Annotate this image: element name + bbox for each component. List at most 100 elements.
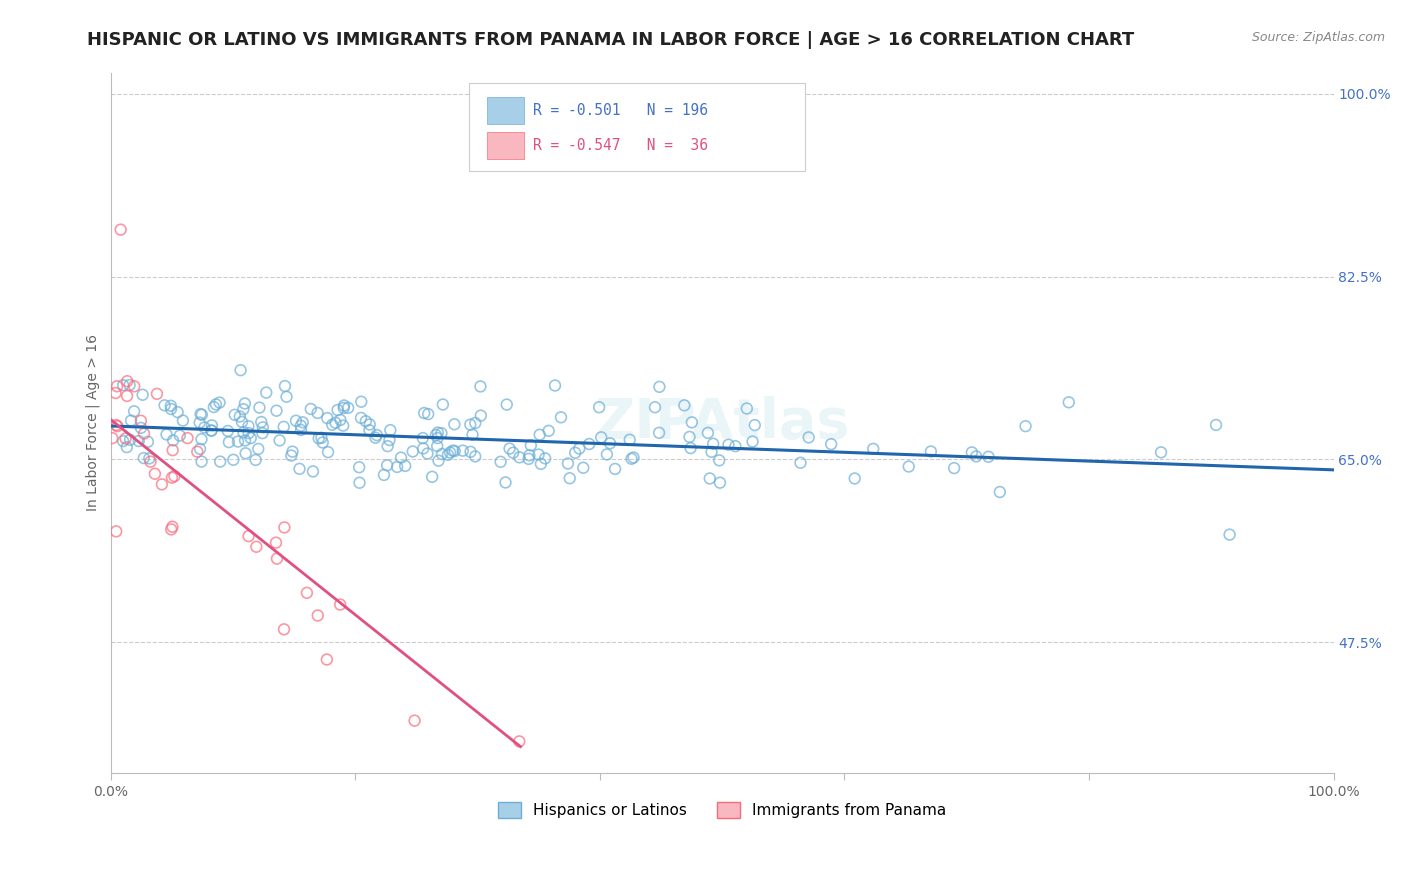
Point <box>557 457 579 471</box>
Point <box>276 390 298 404</box>
Point <box>186 444 208 458</box>
Point <box>596 447 619 461</box>
Point <box>252 426 274 441</box>
Point <box>699 471 721 485</box>
Point <box>412 431 434 445</box>
Point <box>290 423 312 437</box>
Point <box>558 471 581 485</box>
Point <box>321 417 343 432</box>
Point <box>112 378 135 392</box>
Point <box>120 433 142 447</box>
Point <box>366 428 388 442</box>
Point <box>920 444 942 458</box>
Point <box>402 444 425 458</box>
Point <box>118 378 141 392</box>
Point <box>299 401 322 416</box>
Point <box>105 419 128 434</box>
Point <box>129 421 152 435</box>
Point <box>217 424 239 438</box>
Text: R = -0.547   N =  36: R = -0.547 N = 36 <box>533 138 707 153</box>
Point <box>530 457 553 471</box>
Point <box>498 442 520 456</box>
Point <box>205 397 228 411</box>
Point <box>160 470 183 484</box>
Point <box>495 398 517 412</box>
Point <box>153 398 176 412</box>
Point <box>988 485 1011 500</box>
Point <box>375 458 398 473</box>
Point <box>443 417 465 432</box>
Point <box>349 475 371 490</box>
Point <box>620 451 643 466</box>
Point <box>862 442 884 456</box>
Point <box>101 431 124 445</box>
Point <box>307 406 329 420</box>
Point <box>337 401 360 415</box>
Point <box>163 469 186 483</box>
Point <box>229 409 252 424</box>
Point <box>578 437 600 451</box>
Point <box>679 441 702 455</box>
Point <box>329 413 352 427</box>
Point <box>741 434 763 449</box>
Point <box>232 402 254 417</box>
Point <box>508 734 530 748</box>
Point <box>1205 417 1227 432</box>
Point <box>291 415 314 429</box>
Point <box>508 450 530 465</box>
Point <box>350 410 373 425</box>
Point <box>136 434 159 449</box>
Point <box>464 450 486 464</box>
FancyBboxPatch shape <box>488 132 524 159</box>
Point <box>295 586 318 600</box>
Point <box>544 378 567 392</box>
Point <box>176 431 198 445</box>
Point <box>441 443 464 458</box>
Point <box>418 407 440 421</box>
Point <box>222 452 245 467</box>
Point <box>389 450 412 465</box>
Point <box>897 459 920 474</box>
Point <box>517 451 540 466</box>
Point <box>425 428 447 442</box>
Text: R = -0.501   N = 196: R = -0.501 N = 196 <box>533 103 707 119</box>
Point <box>378 433 401 447</box>
Point <box>495 475 517 490</box>
FancyBboxPatch shape <box>470 84 806 171</box>
Point <box>110 222 132 236</box>
Point <box>464 416 486 430</box>
Point <box>1057 395 1080 409</box>
Point <box>202 400 225 414</box>
Point <box>385 459 408 474</box>
Point <box>960 445 983 459</box>
Point <box>470 379 492 393</box>
Text: ZIPAtlas: ZIPAtlas <box>595 396 849 450</box>
Point <box>218 435 240 450</box>
Point <box>132 451 155 466</box>
Point <box>648 425 671 440</box>
Point <box>316 411 339 425</box>
Point <box>281 444 304 458</box>
Point <box>266 551 288 566</box>
Point <box>700 445 723 459</box>
Point <box>489 455 512 469</box>
Point <box>254 385 277 400</box>
Point <box>224 408 246 422</box>
Point <box>619 433 641 447</box>
Point <box>201 418 224 433</box>
Point <box>122 404 145 418</box>
Point <box>166 405 188 419</box>
Point <box>311 431 333 445</box>
Point <box>603 462 626 476</box>
Point <box>1219 527 1241 541</box>
Point <box>470 409 492 423</box>
Point <box>437 448 460 462</box>
Point <box>114 432 136 446</box>
Point <box>302 464 325 478</box>
Point <box>155 427 177 442</box>
Point <box>332 401 354 415</box>
Legend: Hispanics or Latinos, Immigrants from Panama: Hispanics or Latinos, Immigrants from Pa… <box>492 797 953 824</box>
Point <box>430 426 453 441</box>
Point <box>115 374 138 388</box>
Point <box>735 401 758 416</box>
